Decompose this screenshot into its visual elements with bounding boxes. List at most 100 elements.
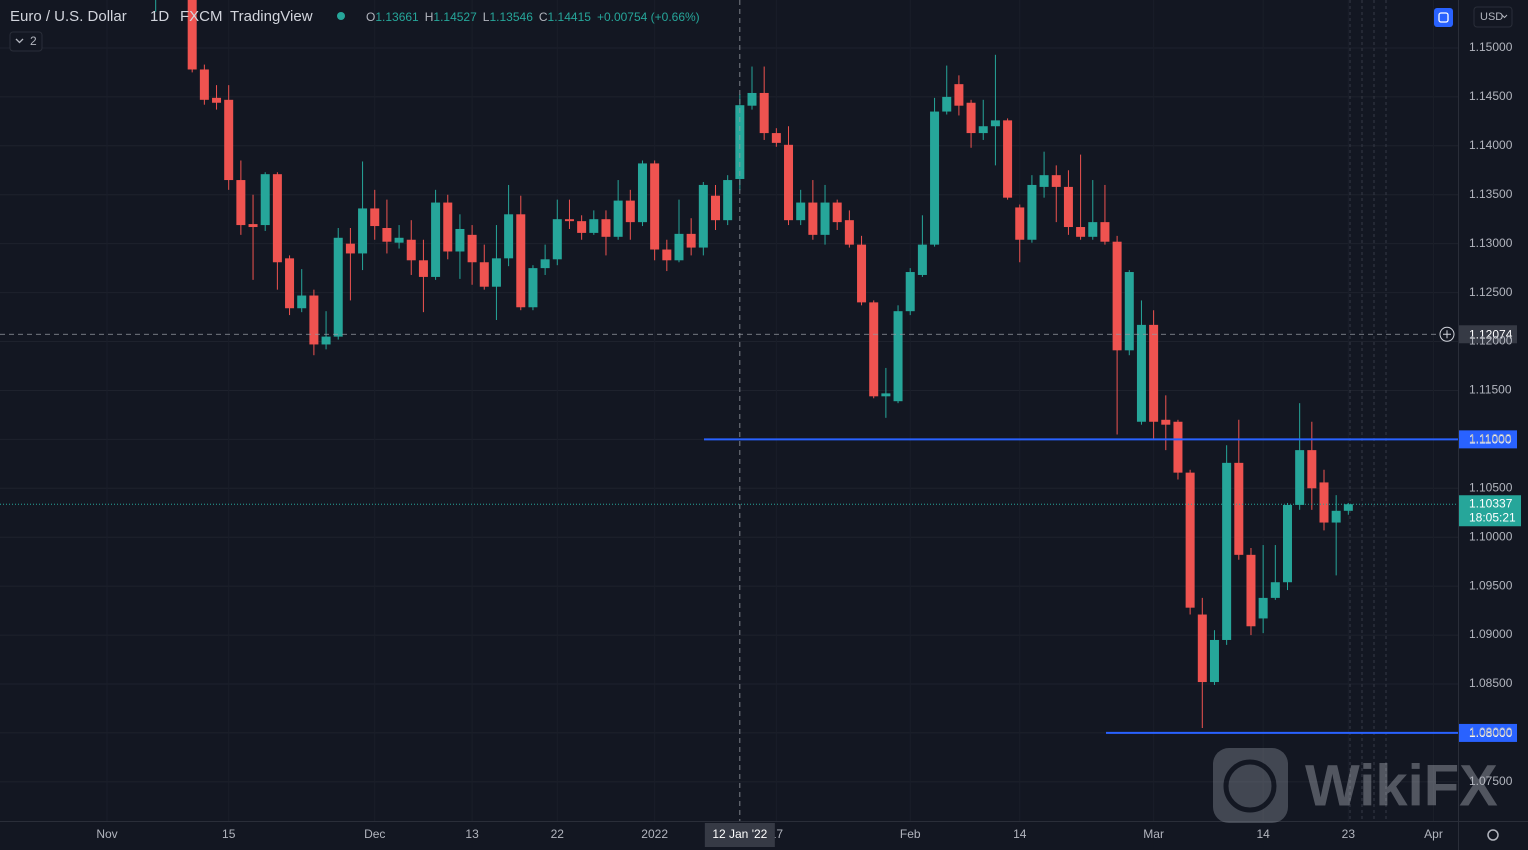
candle-body [759,92,769,134]
watermark-logo [1213,748,1288,823]
candle-body [491,258,501,287]
candle-body [917,244,927,275]
candle-body [1185,472,1195,608]
candle-body [650,163,660,250]
crosshair-price-tag [1459,325,1517,344]
watermark-logo-mark [1223,759,1277,813]
x-tick-label: Mar [1143,827,1164,841]
candle-body [309,295,319,345]
y-tick-label: 1.11000 [1469,432,1512,446]
y-tick-label: 1.08500 [1469,676,1513,690]
y-tick-label: 1.09000 [1469,627,1513,641]
y-tick-label: 1.10500 [1469,480,1513,494]
candle-body [990,120,1000,127]
ohlc-value: 1.13546 [489,10,533,24]
y-tick-label: 1.12000 [1469,334,1513,348]
candle-body [370,208,380,227]
ohlc-legend: O1.13661 H1.14527 L1.13546 C1.14415 +0.00754… [366,10,700,24]
y-tick-label: 1.13000 [1469,236,1513,250]
candle-body [552,219,562,260]
candle-body [820,202,830,235]
candle-body [723,180,733,221]
sync-button[interactable] [1434,8,1453,27]
y-tick-label: 1.08000 [1469,725,1513,739]
candle-body [905,272,915,312]
candle-body [662,249,672,261]
candle-body [1173,421,1183,473]
y-tick-label: 1.09500 [1469,578,1513,592]
candle-body [1282,504,1292,583]
x-tick-label: Feb [900,827,921,841]
candle-body [1307,450,1317,489]
chevron [1501,14,1508,19]
candle-body [796,202,806,221]
settings-icon[interactable] [1487,829,1499,841]
x-tick-label: Dec [364,827,385,841]
candle-body [272,174,282,263]
candle-body [479,262,489,287]
candle-body [1270,582,1280,598]
candle-body [1246,554,1256,627]
candle-body [625,200,635,223]
candle-body [285,258,295,309]
candle-body [455,228,465,252]
candle-body [224,99,234,181]
ohlc-value: 1.13661 [375,10,419,24]
candle-body [844,220,854,245]
candle-body [942,96,952,112]
candle-body [564,219,574,222]
candle-body [187,0,197,70]
indicators-toggle[interactable] [9,31,43,52]
y-tick-label: 1.07500 [1469,774,1513,788]
candle-body [1003,120,1013,198]
candle-body [248,224,258,228]
currency-button[interactable] [1473,6,1513,28]
candle-body [978,126,988,134]
candle-body [1015,207,1025,240]
candle-body [771,133,781,143]
crosshair-date-label: 12 Jan '22 [712,827,767,841]
interval: 1D [150,8,169,25]
x-tick-label: 23 [1342,827,1356,841]
candle-body [966,102,976,134]
crosshair-date-tag [704,823,775,847]
level-label: 1.08000 [1469,726,1513,740]
y-tick-label: 1.14500 [1469,89,1513,103]
y-tick-label: 1.13500 [1469,187,1513,201]
candle-body [1331,510,1341,523]
candle-body [577,221,587,233]
y-tick-label: 1.12500 [1469,285,1513,299]
candle-body [382,228,392,242]
level-tag [1459,723,1517,742]
candle-body [431,202,441,277]
candle-body [711,195,720,221]
candle-body [212,97,222,103]
candle-body [674,233,684,261]
candle-body [297,295,307,309]
source: FXCM [180,8,223,25]
candle-body [504,214,514,259]
level-label: 1.11000 [1469,433,1512,447]
candle-body [747,92,757,106]
sync-icon [1438,12,1449,23]
candle-body [589,219,599,233]
candle-body [869,302,879,397]
last-price-label: 1.10337 [1469,496,1513,510]
y-tick-label: 1.14000 [1469,138,1513,152]
candle-body [1088,222,1098,237]
candle-body [930,111,940,245]
candle-body [1039,175,1049,187]
candle-body [1222,462,1232,640]
x-tick-label: 22 [551,827,565,841]
ohlc-value: 1.14415 [548,10,592,24]
candle-body [1258,597,1268,619]
chevron [15,38,24,44]
currency: USD [1480,11,1503,23]
candle-body [1197,614,1207,683]
candle-body [321,336,331,345]
candle-body [1319,482,1329,523]
candle-body [418,260,428,277]
